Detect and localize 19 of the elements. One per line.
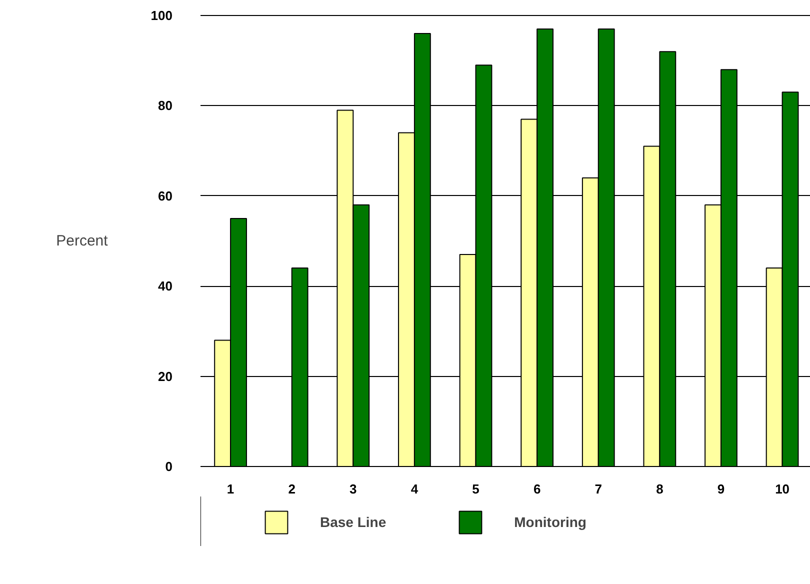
y-tick-label: 80 [158, 98, 173, 114]
x-tick-label: 9 [717, 482, 725, 496]
x-tick-label: 1 [226, 482, 234, 496]
x-tick-label: 5 [472, 482, 480, 496]
x-tick-label: 3 [350, 482, 357, 496]
y-tick-label: 60 [158, 188, 173, 204]
y-tick-label: 0 [165, 459, 173, 474]
legend-label: Base Line [320, 514, 386, 530]
x-tick-label: 2 [288, 482, 296, 496]
y-tick-label: 100 [150, 8, 173, 23]
y-tick-label: 20 [158, 368, 173, 384]
y-axis-title: Percent [56, 232, 109, 250]
x-tick-label: 8 [656, 482, 664, 496]
x-tick-label: 4 [410, 482, 419, 496]
legend-label: Monitoring [514, 514, 586, 530]
x-tick-label: 10 [775, 482, 790, 496]
x-tick-label: 7 [594, 482, 602, 496]
y-tick-label: 40 [158, 278, 173, 294]
x-tick-label: 6 [533, 482, 541, 496]
